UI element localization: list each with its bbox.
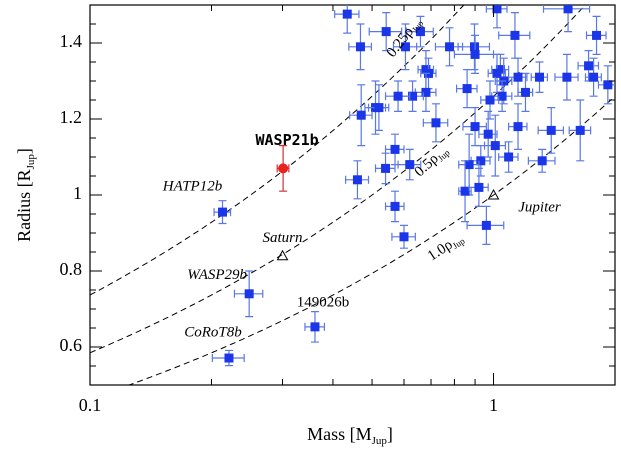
point-label: HATP12b bbox=[162, 179, 223, 195]
point bbox=[584, 61, 594, 71]
point bbox=[470, 122, 480, 132]
point bbox=[408, 91, 418, 101]
point bbox=[278, 163, 289, 174]
y-error-bar bbox=[492, 5, 501, 29]
x-tick-label: 0.1 bbox=[79, 395, 102, 415]
point bbox=[431, 118, 441, 128]
point-label: WASP29b bbox=[187, 267, 247, 283]
point bbox=[464, 160, 474, 170]
point bbox=[510, 30, 520, 40]
point bbox=[592, 30, 602, 40]
x-label-sub: Jup bbox=[372, 435, 388, 447]
density-curve bbox=[127, 95, 615, 385]
point bbox=[390, 144, 400, 154]
point-label: CoRoT8b bbox=[184, 324, 242, 340]
point bbox=[462, 84, 472, 94]
point bbox=[400, 42, 410, 52]
x-label-end: ] bbox=[387, 424, 393, 444]
point-label: 149026b bbox=[297, 294, 350, 310]
point bbox=[352, 175, 362, 185]
point bbox=[603, 80, 613, 90]
point bbox=[390, 201, 400, 211]
point bbox=[546, 125, 556, 135]
point bbox=[244, 289, 254, 299]
point bbox=[310, 322, 320, 332]
point bbox=[474, 182, 484, 192]
curve-label: 1.0ρJup bbox=[425, 230, 467, 265]
point bbox=[563, 5, 573, 14]
reference-marker bbox=[487, 188, 500, 200]
point bbox=[492, 68, 502, 78]
y-label-main: Radius [R bbox=[14, 169, 34, 242]
point bbox=[589, 72, 599, 82]
point bbox=[513, 122, 523, 132]
point bbox=[575, 125, 585, 135]
point bbox=[421, 87, 431, 97]
point bbox=[504, 152, 514, 162]
point bbox=[381, 27, 391, 37]
y-axis-label: Radius [RJup] bbox=[14, 148, 36, 242]
point bbox=[415, 27, 425, 37]
density-curve bbox=[90, 5, 465, 296]
point bbox=[492, 5, 502, 14]
y-label-end: ] bbox=[14, 148, 34, 154]
point bbox=[374, 103, 384, 113]
point bbox=[490, 141, 500, 151]
reference-label: Saturn bbox=[263, 230, 303, 246]
y-label-sub: Jup bbox=[25, 154, 37, 170]
point bbox=[393, 91, 403, 101]
point bbox=[485, 95, 495, 105]
y-tick-label: 0.8 bbox=[60, 259, 83, 279]
plot-area bbox=[90, 5, 615, 385]
x-label-main: Mass [M bbox=[307, 424, 372, 444]
x-tick-label: 1 bbox=[489, 395, 498, 415]
point bbox=[497, 91, 507, 101]
highlight-label: WASP21b bbox=[256, 131, 319, 149]
point bbox=[342, 9, 352, 19]
x-axis-label: Mass [MJup] bbox=[307, 424, 393, 446]
point bbox=[520, 87, 530, 97]
y-tick-label: 1 bbox=[73, 183, 82, 203]
reference-label: Jupiter bbox=[518, 199, 561, 215]
point bbox=[224, 353, 234, 363]
point bbox=[399, 232, 409, 242]
reference-marker bbox=[276, 249, 289, 261]
curve-label: 0.5ρJup bbox=[412, 142, 452, 181]
point bbox=[405, 160, 415, 170]
point bbox=[483, 129, 493, 139]
point bbox=[218, 207, 228, 217]
y-tick-label: 0.6 bbox=[60, 335, 83, 355]
point bbox=[445, 42, 455, 52]
point bbox=[537, 156, 547, 166]
y-tick-label: 1.4 bbox=[60, 31, 83, 51]
density-curve bbox=[90, 5, 586, 354]
point bbox=[481, 220, 491, 230]
point bbox=[355, 42, 365, 52]
point bbox=[535, 72, 545, 82]
y-tick-label: 1.2 bbox=[60, 107, 83, 127]
point bbox=[562, 72, 572, 82]
point bbox=[476, 156, 486, 166]
point bbox=[460, 186, 470, 196]
point bbox=[470, 49, 480, 59]
point bbox=[356, 110, 366, 120]
point bbox=[513, 72, 523, 82]
point bbox=[381, 163, 391, 173]
